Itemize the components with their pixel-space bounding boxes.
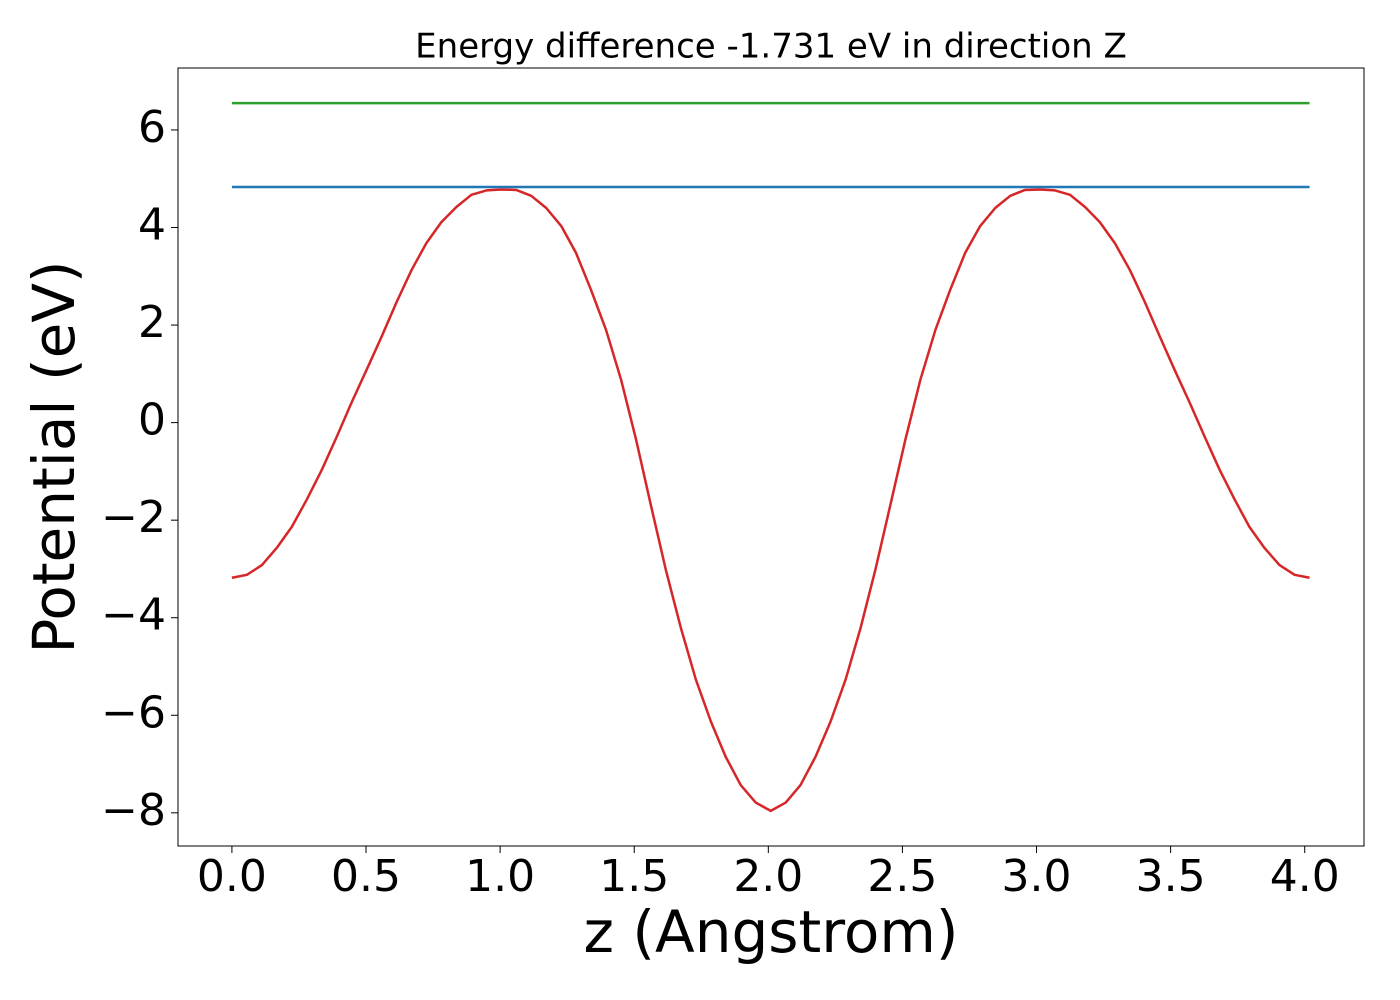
y-tick-label: −4 xyxy=(101,590,166,641)
x-tick-label: 3.0 xyxy=(1002,851,1072,902)
x-tick-label: 4.0 xyxy=(1270,851,1340,902)
y-tick-label: 6 xyxy=(138,102,166,153)
x-tick-label: 3.5 xyxy=(1136,851,1206,902)
x-tick-label: 2.5 xyxy=(867,851,937,902)
x-axis-label: z (Angstrom) xyxy=(584,898,959,966)
plot-frame xyxy=(177,67,1365,847)
x-tick-label: 1.5 xyxy=(599,851,669,902)
y-tick-label: 4 xyxy=(138,200,166,251)
y-tick-label: −6 xyxy=(101,687,166,738)
x-tick-label: 1.0 xyxy=(465,851,535,902)
chart-title: Energy difference -1.731 eV in direction… xyxy=(415,27,1127,67)
y-tick-label: 2 xyxy=(138,297,166,348)
y-tick-label: 0 xyxy=(138,395,166,446)
line-series xyxy=(231,188,1310,813)
y-axis-label: Potential (eV) xyxy=(20,260,88,653)
x-tick-label: 2.0 xyxy=(733,851,803,902)
y-tick-label: −2 xyxy=(101,492,166,543)
x-tick-label: 0.0 xyxy=(197,851,267,902)
y-tick-label: −8 xyxy=(101,785,166,836)
x-tick-label: 0.5 xyxy=(331,851,401,902)
